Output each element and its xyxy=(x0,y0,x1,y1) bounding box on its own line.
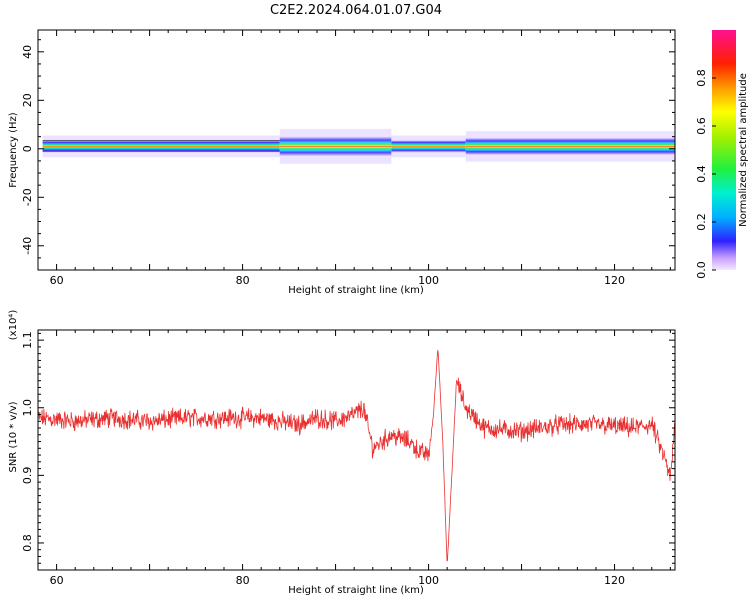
spectrogram-y-ticks: -40 -20 0 20 40 xyxy=(21,39,675,271)
colorbar-tick-label: 0.2 xyxy=(695,213,708,231)
spectrogram-frame xyxy=(37,29,676,271)
spectrogram-band xyxy=(465,137,675,155)
spectrogram-x-ticks: 60 80 100 120 xyxy=(37,30,671,287)
spectrogram-x-tick-label: 120 xyxy=(604,274,625,287)
spectrogram-band xyxy=(279,136,392,157)
spectrogram-x-axis-title: Height of straight line (km) xyxy=(288,285,424,296)
snr-x-ticks: 60 80 100 120 xyxy=(37,330,671,587)
spectrogram-y-tick-label: 20 xyxy=(21,93,34,107)
snr-y-ticks: 0.8 0.9 1.0 1.1 xyxy=(21,331,675,571)
snr-panel: 60 80 100 120 0.8 0.9 1.0 1.1 Height of straig… xyxy=(8,310,676,596)
spectrogram-y-tick-label: 0 xyxy=(21,145,34,152)
spectrogram-band xyxy=(391,140,466,153)
spectrogram-y-axis-title: Frequency (Hz) xyxy=(8,112,19,188)
snr-x-tick-label: 80 xyxy=(236,574,250,587)
chart-title: C2E2.2024.064.01.07.G04 xyxy=(270,3,442,18)
colorbar-ticks: 0.0 0.2 0.4 0.6 0.8 xyxy=(695,69,716,279)
snr-y-tick-label: 1.1 xyxy=(21,331,34,349)
colorbar-tick-label: 0.6 xyxy=(695,117,708,135)
spectrogram-y-tick-label: -20 xyxy=(21,188,34,206)
colorbar-tick-label: 0.4 xyxy=(695,165,708,183)
spectrogram-panel: 60 80 100 120 -40 -20 0 20 40 Height of straigh… xyxy=(8,29,676,296)
spectrogram-x-tick-label: 80 xyxy=(236,274,250,287)
colorbar-tick-label: 0.0 xyxy=(695,261,708,279)
snr-x-tick-label: 120 xyxy=(604,574,625,587)
spectrogram-y-tick-label: 40 xyxy=(21,45,34,59)
colorbar-tick-label: 0.8 xyxy=(695,69,708,87)
colorbar: 0.0 0.2 0.4 0.6 0.8 Normalized spectral ampl… xyxy=(695,30,749,279)
colorbar-gradient xyxy=(712,30,736,270)
snr-x-axis-title: Height of straight line (km) xyxy=(288,585,424,596)
spectrogram-x-tick-label: 100 xyxy=(418,274,439,287)
snr-frame xyxy=(37,329,676,571)
snr-y-tick-label: 0.9 xyxy=(21,467,34,485)
spectrogram-y-tick-label: -40 xyxy=(21,237,34,255)
snr-y-multiplier: (x10⁴) xyxy=(8,310,19,341)
spectrogram-x-tick-label: 60 xyxy=(50,274,64,287)
snr-y-axis-title: SNR (10 * v/v) xyxy=(8,401,19,472)
snr-y-tick-label: 0.8 xyxy=(21,534,34,552)
snr-y-tick-label: 1.0 xyxy=(21,399,34,417)
snr-x-tick-label: 100 xyxy=(418,574,439,587)
spectrogram-band xyxy=(42,140,280,153)
spectrogram-heatmap xyxy=(42,128,675,164)
snr-x-tick-label: 60 xyxy=(50,574,64,587)
snr-series-line xyxy=(38,350,675,562)
colorbar-label: Normalized spectral amplitude xyxy=(738,73,749,227)
